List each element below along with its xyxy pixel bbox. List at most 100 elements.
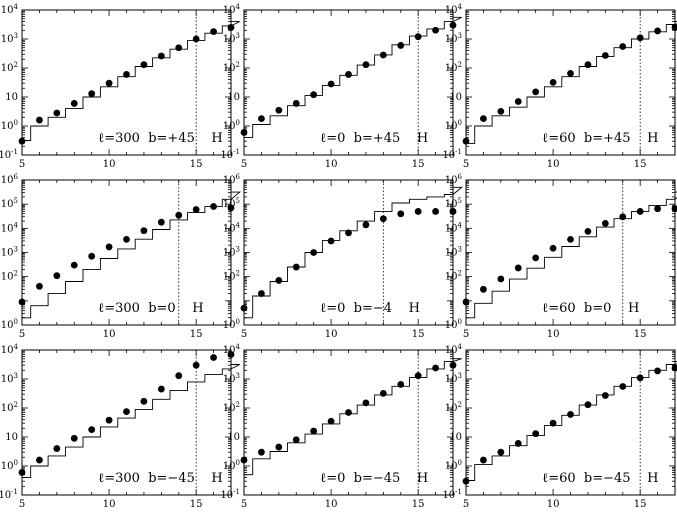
data-point — [497, 275, 505, 283]
y-tick-label: 102 — [1, 270, 18, 283]
data-point — [449, 361, 457, 369]
model-histogram — [466, 361, 677, 481]
data-point — [397, 381, 405, 388]
data-point — [449, 208, 457, 215]
data-point — [258, 115, 265, 122]
data-point — [53, 109, 61, 117]
x-tick-label: 10 — [103, 329, 116, 340]
data-point — [210, 28, 217, 35]
data-point — [462, 137, 470, 145]
data-point — [327, 417, 335, 425]
x-tick-label: 15 — [190, 329, 203, 340]
data-point — [36, 456, 43, 464]
x-tick-label: 10 — [103, 499, 116, 510]
panel-label: ℓ=300 b=0 H — [98, 301, 204, 316]
y-tick-label: 102 — [1, 61, 18, 74]
data-point — [70, 261, 78, 269]
y-tick-label: 103 — [223, 246, 240, 259]
data-point — [497, 107, 505, 115]
data-point — [480, 456, 487, 464]
panel-6: 5 10 15 100 102 103 104 105 106 ℓ=60 b=0 H — [445, 173, 677, 340]
data-point — [514, 98, 522, 105]
x-tick-label: 15 — [412, 159, 425, 170]
model-histogram — [22, 21, 240, 141]
data-point — [210, 354, 217, 361]
y-tick-label: 100 — [445, 119, 462, 132]
data-point — [275, 277, 283, 284]
data-point — [227, 204, 235, 212]
data-point — [327, 80, 335, 88]
data-point — [175, 211, 183, 219]
y-tick-label: 104 — [223, 343, 241, 356]
x-tick-label: 15 — [634, 329, 647, 340]
model-histogram — [244, 358, 462, 476]
data-point — [345, 71, 352, 78]
y-tick-label: 10 — [227, 92, 240, 103]
data-point — [210, 203, 217, 210]
y-tick-label: 10-1 — [0, 148, 18, 161]
data-point — [654, 367, 661, 375]
data-point — [140, 61, 148, 69]
y-tick-label: 106 — [223, 173, 241, 186]
data-point — [432, 208, 439, 215]
data-point — [379, 51, 387, 59]
data-point — [123, 235, 130, 243]
model-histogram — [466, 21, 677, 144]
data-point — [549, 419, 557, 427]
panel-3: 5 10 15 10-1 100 10 102 103 104 ℓ=60 b=+45 H — [442, 3, 677, 170]
data-point — [240, 456, 248, 464]
data-point — [567, 70, 574, 77]
data-point — [432, 26, 439, 34]
data-point — [584, 227, 592, 235]
model-histogram — [244, 16, 462, 139]
model-histogram — [244, 186, 463, 319]
data-point — [414, 208, 422, 215]
data-point — [53, 272, 61, 280]
y-tick-label: 104 — [1, 3, 19, 16]
y-tick-label: 103 — [1, 372, 18, 385]
panel-label: ℓ=0 b=−45 H — [320, 471, 428, 486]
x-tick-label: 10 — [325, 329, 338, 340]
data-point — [362, 221, 370, 229]
y-tick-label: 104 — [223, 221, 241, 234]
data-point — [567, 235, 574, 243]
panel-label: ℓ=300 b=−45 H — [98, 471, 223, 486]
data-point — [105, 416, 113, 424]
data-point — [310, 91, 318, 99]
data-point — [175, 372, 183, 380]
y-tick-label: 106 — [1, 173, 19, 186]
x-tick-label: 15 — [634, 159, 647, 170]
data-point — [275, 443, 283, 451]
x-tick-label: 5 — [241, 499, 247, 510]
data-point — [601, 52, 609, 59]
y-tick-label: 103 — [445, 32, 462, 45]
panel-9: 5 10 15 10-1 100 10 102 103 104 ℓ=60 b=−45 H — [442, 343, 677, 510]
y-tick-label: 100 — [445, 318, 462, 331]
data-point — [192, 35, 200, 43]
data-point — [88, 252, 96, 260]
y-tick-label: 104 — [445, 3, 463, 16]
data-point — [671, 24, 677, 31]
y-tick-label: 103 — [445, 372, 462, 385]
y-tick-label: 104 — [1, 343, 19, 356]
y-tick-label: 103 — [223, 372, 240, 385]
y-tick-label: 102 — [223, 61, 240, 74]
data-point — [70, 100, 78, 107]
data-point — [275, 106, 283, 114]
x-tick-label: 10 — [547, 499, 560, 510]
y-tick-label: 105 — [223, 197, 240, 210]
data-point — [157, 218, 165, 226]
y-tick-label: 10 — [449, 92, 462, 103]
data-point — [514, 264, 522, 272]
data-point — [619, 43, 627, 50]
data-point — [636, 374, 644, 382]
x-tick-label: 5 — [241, 329, 247, 340]
data-point — [240, 129, 248, 136]
y-tick-label: 10 — [449, 432, 462, 443]
panel-2: 5 10 15 10-1 100 10 102 103 104 ℓ=0 b=+45 H — [220, 3, 462, 170]
x-tick-label: 5 — [19, 499, 25, 510]
panel-label: ℓ=300 b=+45 H — [98, 131, 223, 146]
x-tick-label: 10 — [325, 159, 338, 170]
data-point — [140, 397, 148, 405]
data-point — [514, 440, 522, 447]
